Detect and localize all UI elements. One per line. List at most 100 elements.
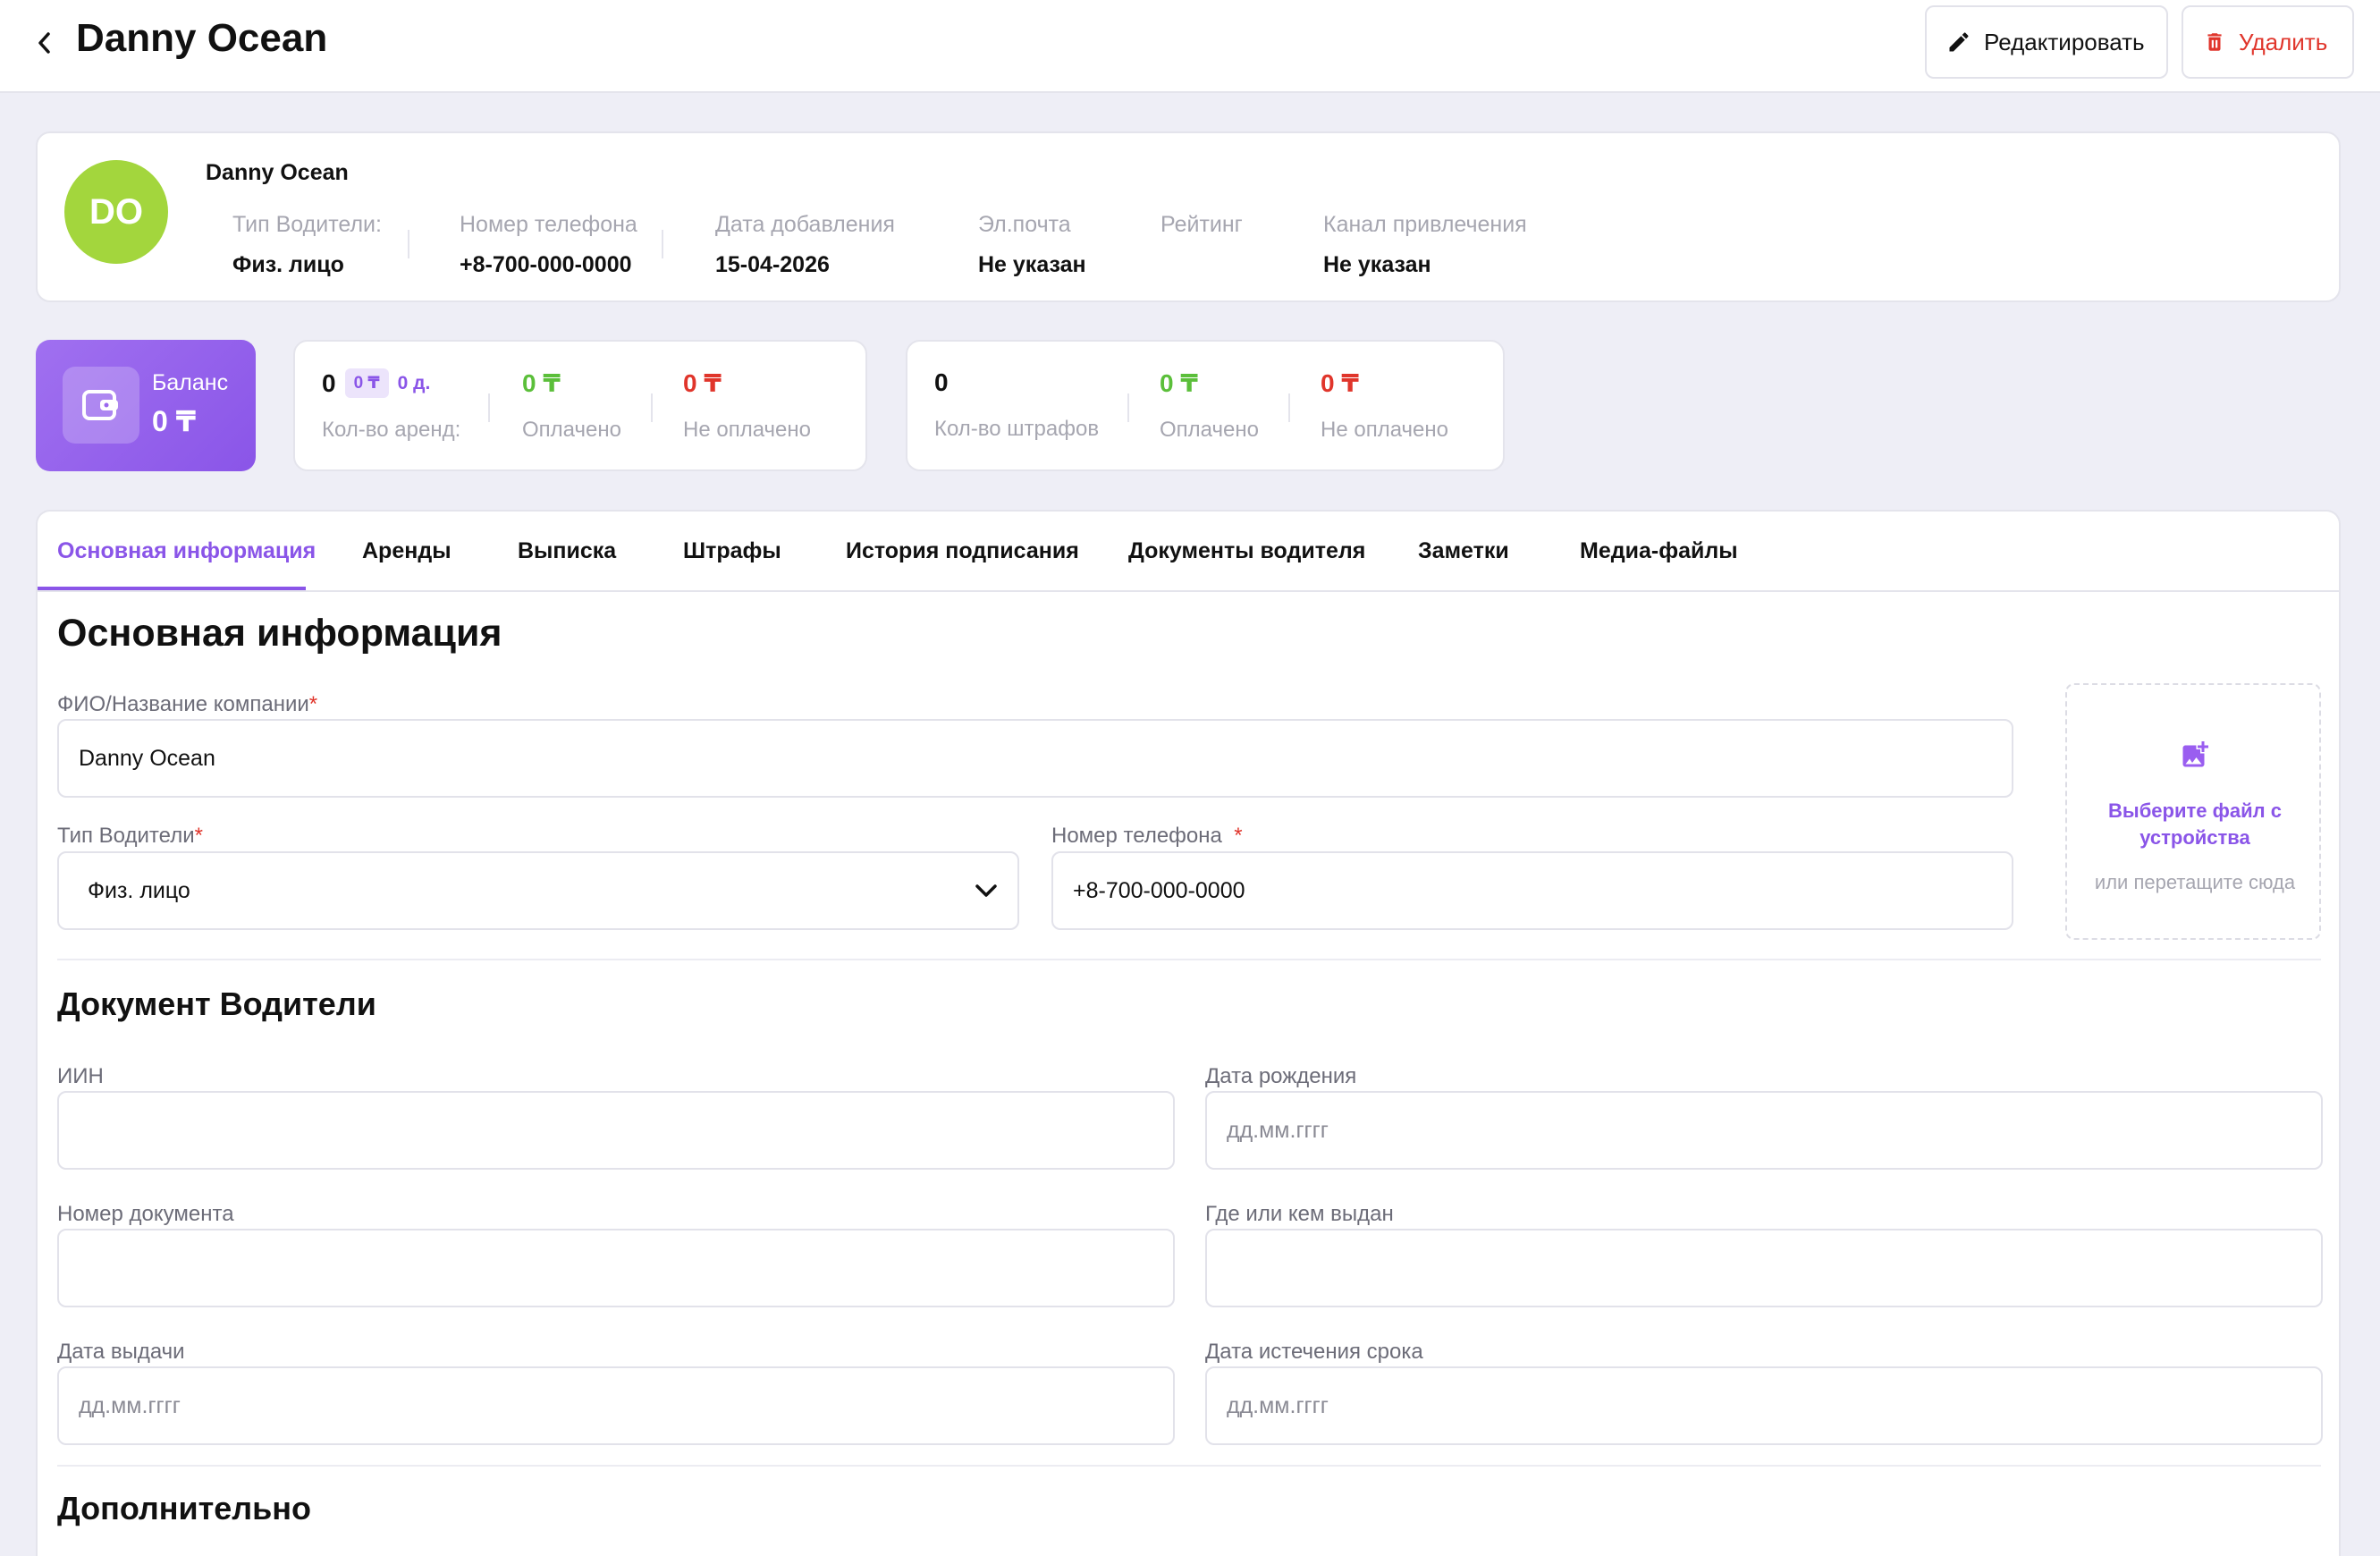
add-image-icon [2182,741,2208,767]
profile-card: DO Danny Ocean Тип Водители: Физ. лицо Н… [36,131,2341,302]
profile-field-driver-type: Тип Водители: Физ. лицо [232,212,382,278]
driver-type-select[interactable]: Физ. лицо [57,851,1019,930]
fines-count-stat: 0 Кол-во штрафов [934,368,1099,442]
document-number-input[interactable] [57,1229,1175,1307]
issuer-field-label: Где или кем выдан [1205,1202,1394,1226]
fines-unpaid-value: 0 ₸ [1321,369,1359,397]
expiry-date-field-label: Дата истечения срока [1205,1340,1423,1364]
rentals-count: 0 [322,368,336,397]
tab-statement[interactable]: Выписка [518,538,617,563]
driver-type-label-text: Тип Водители [57,824,195,848]
driver-type-select-value: Физ. лицо [88,877,190,903]
tab-notes[interactable]: Заметки [1418,538,1509,563]
iin-field-label: ИИН [57,1064,104,1088]
chevron-down-icon [975,884,997,897]
tab-bar: Основная информация Аренды Выписка Штраф… [38,512,2339,592]
profile-field-value: Не указан [1323,252,1431,277]
tab-media-files[interactable]: Медиа-файлы [1580,538,1738,563]
fines-unpaid-label: Не оплачено [1321,418,1448,442]
iin-input[interactable] [57,1091,1175,1170]
birth-date-placeholder: дд.мм.гггг [1227,1117,1329,1143]
issue-date-field-label: Дата выдачи [57,1340,185,1364]
profile-field-label: Рейтинг [1160,212,1243,237]
birth-date-field-label: Дата рождения [1205,1064,1357,1088]
divider [1288,393,1290,422]
divider [651,393,653,422]
issue-date-input[interactable]: дд.мм.гггг [57,1366,1175,1445]
avatar: DO [64,160,168,264]
name-input[interactable]: Danny Ocean [57,719,2013,798]
profile-field-value: Не указан [978,252,1086,277]
expiry-date-input[interactable]: дд.мм.гггг [1205,1366,2323,1445]
profile-field-label: Номер телефона [460,212,637,237]
profile-field-label: Дата добавления [715,212,895,237]
issue-date-placeholder: дд.мм.гггг [79,1392,181,1418]
rentals-amount-chip: 0 ₸ [344,368,389,398]
rentals-unpaid-label: Не оплачено [683,418,811,442]
top-bar: Danny Ocean Редактировать Удалить [0,0,2380,93]
tab-main-info[interactable]: Основная информация [57,538,316,563]
profile-field-label: Эл.почта [978,212,1071,237]
fines-stats-card: 0 Кол-во штрафов 0 ₸ Оплачено 0 ₸ Не опл… [906,340,1505,471]
divider [57,1465,2321,1467]
rentals-count-stat: 0 0 ₸ 0 д. Кол-во аренд: [322,368,460,443]
tab-fines[interactable]: Штрафы [683,538,781,563]
section-title-driver-document: Документ Водители [57,985,376,1022]
divider [57,959,2321,960]
tab-signing-history[interactable]: История подписания [846,538,1079,563]
edit-button[interactable]: Редактировать [1925,5,2168,79]
profile-field-date-added: Дата добавления 15-04-2026 [715,212,895,278]
balance-value: 0 ₸ [152,405,196,437]
phone-input[interactable]: +8-700-000-0000 [1051,851,2013,930]
rentals-unpaid-stat: 0 ₸ Не оплачено [683,368,811,443]
fines-count-label: Кол-во штрафов [934,417,1100,441]
tab-driver-documents[interactable]: Документы водителя [1128,538,1366,563]
rentals-paid-stat: 0 ₸ Оплачено [522,368,621,443]
rentals-days: 0 д. [397,372,431,393]
required-mark: * [1234,824,1243,848]
trash-icon [2207,33,2222,51]
rentals-unpaid-value: 0 ₸ [683,369,722,397]
fines-paid-stat: 0 ₸ Оплачено [1160,368,1259,443]
name-input-value: Danny Ocean [79,745,215,771]
profile-field-value: Физ. лицо [232,252,344,277]
profile-field-label: Канал привлечения [1323,212,1527,237]
profile-field-phone: Номер телефона +8-700-000-0000 [460,212,637,278]
wallet-icon [63,367,139,444]
divider [662,230,663,258]
expiry-date-placeholder: дд.мм.гггг [1227,1392,1329,1418]
name-field-label: ФИО/Название компании* [57,692,317,717]
profile-field-value: +8-700-000-0000 [460,252,632,277]
fines-paid-value: 0 ₸ [1160,369,1198,397]
fines-unpaid-stat: 0 ₸ Не оплачено [1321,368,1448,443]
phone-input-value: +8-700-000-0000 [1073,877,1245,903]
delete-button[interactable]: Удалить [2182,5,2354,79]
section-title-main-info: Основная информация [57,612,502,655]
fines-paid-label: Оплачено [1160,418,1259,442]
rentals-paid-label: Оплачено [522,418,621,442]
upload-title: Выберите файл с устройства [2108,799,2282,849]
chevron-left-icon [38,32,50,54]
issuer-input[interactable] [1205,1229,2323,1307]
active-tab-indicator [38,587,306,590]
phone-label-text: Номер телефона [1051,824,1222,848]
rentals-paid-value: 0 ₸ [522,369,561,397]
main-content-card: Основная информация Аренды Выписка Штраф… [36,510,2341,1556]
balance-label: Баланс [152,370,229,395]
phone-field-label: Номер телефона * [1051,824,1243,849]
profile-name: Danny Ocean [206,160,349,185]
profile-field-value: 15-04-2026 [715,252,830,277]
back-button[interactable] [27,23,63,63]
required-mark: * [194,824,203,848]
profile-field-rating: Рейтинг [1160,212,1243,252]
name-label-text: ФИО/Название компании [57,692,309,716]
required-mark: * [308,692,318,716]
tab-rentals[interactable]: Аренды [362,538,452,563]
divider [1127,393,1129,422]
section-title-additional: Дополнительно [57,1490,312,1526]
fines-count: 0 [934,368,949,396]
birth-date-input[interactable]: дд.мм.гггг [1205,1091,2323,1170]
balance-card: Баланс 0 ₸ [36,340,256,471]
page-title: Danny Ocean [76,16,328,60]
file-upload-dropzone[interactable]: Выберите файл с устройства или перетащит… [2065,683,2321,940]
